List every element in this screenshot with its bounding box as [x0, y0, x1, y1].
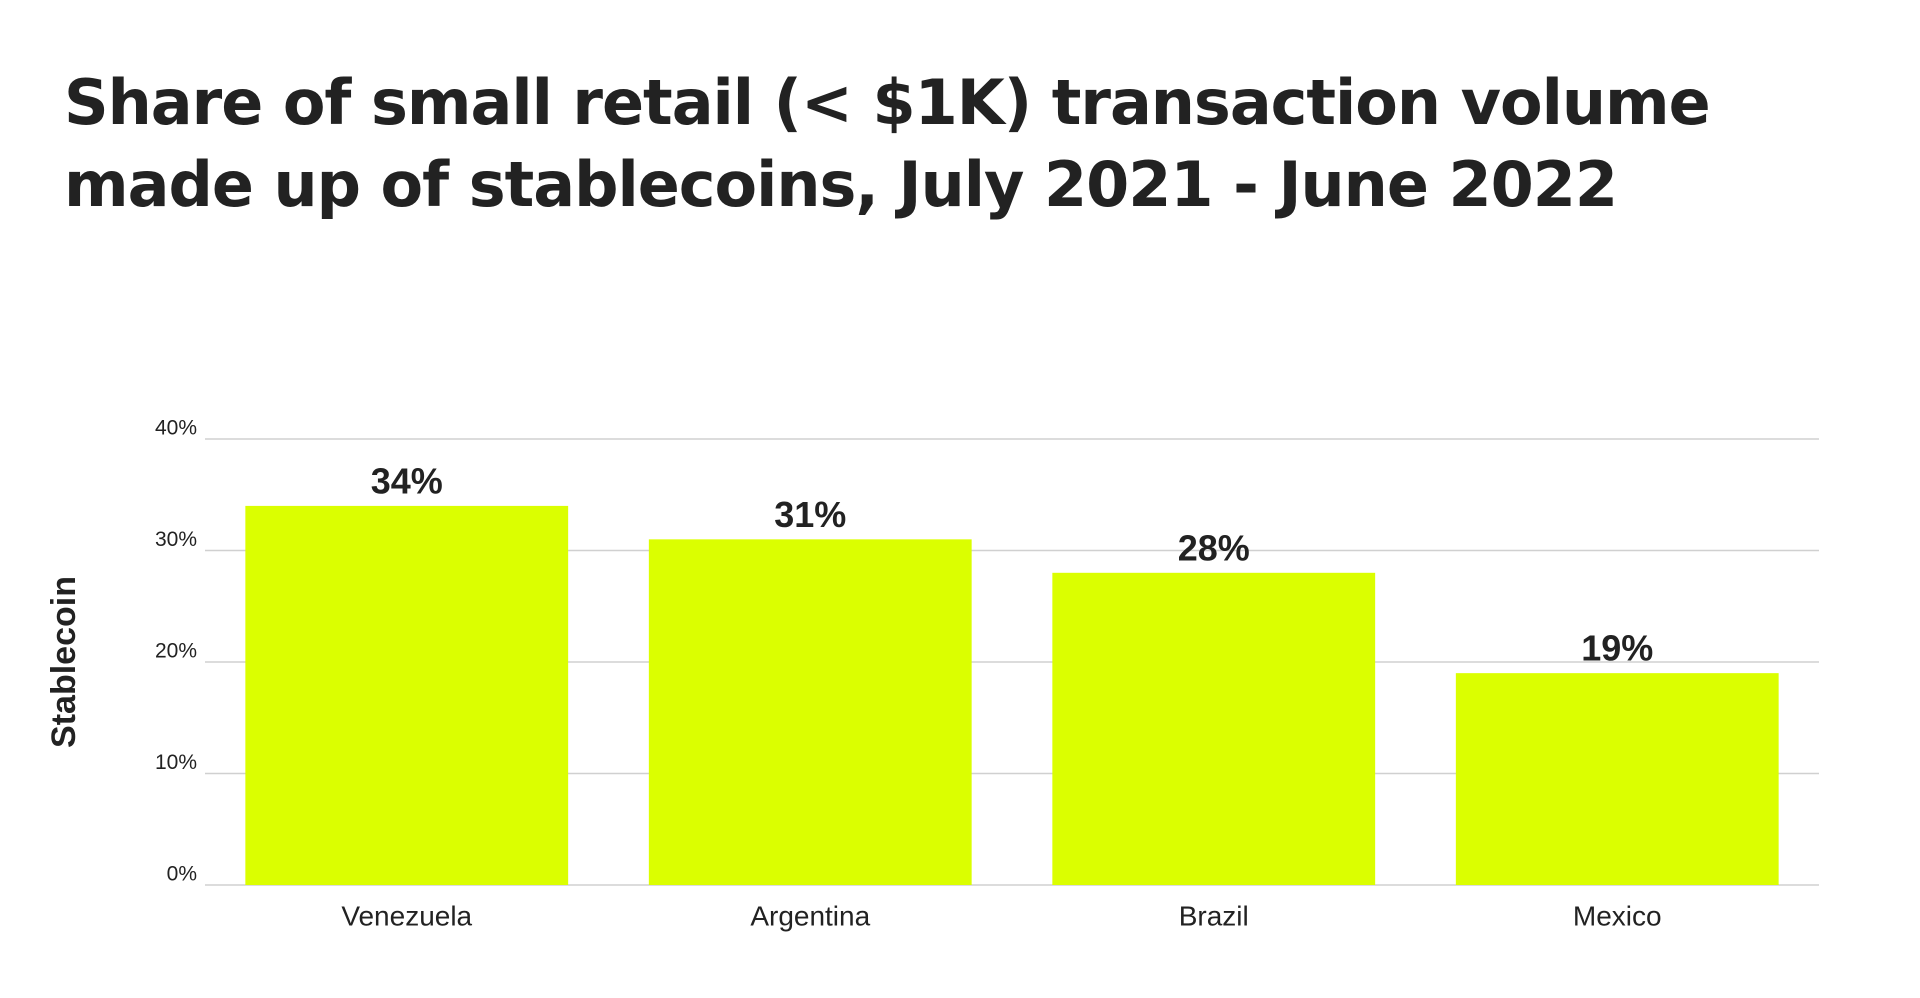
x-tick-label: Argentina — [750, 900, 870, 931]
bar — [648, 539, 972, 885]
y-axis-label: Stablecoin — [45, 576, 83, 748]
x-tick-label: Brazil — [1179, 900, 1249, 931]
bar — [1052, 572, 1376, 885]
y-tick-label: 30% — [155, 528, 197, 551]
data-label: 34% — [371, 460, 443, 501]
x-tick-label: Venezuela — [341, 900, 472, 931]
data-label: 28% — [1178, 527, 1250, 568]
bar — [245, 505, 569, 885]
y-tick-label: 40% — [155, 417, 197, 440]
data-label: 31% — [774, 494, 846, 535]
data-label: 19% — [1581, 628, 1653, 669]
x-tick-label: Mexico — [1573, 900, 1662, 931]
bar — [1455, 673, 1779, 885]
y-tick-label: 20% — [155, 640, 197, 663]
chart-title: Share of small retail (< $1K) transactio… — [64, 66, 1711, 221]
y-tick-label: 10% — [155, 751, 197, 774]
y-tick-label: 0% — [167, 863, 197, 886]
